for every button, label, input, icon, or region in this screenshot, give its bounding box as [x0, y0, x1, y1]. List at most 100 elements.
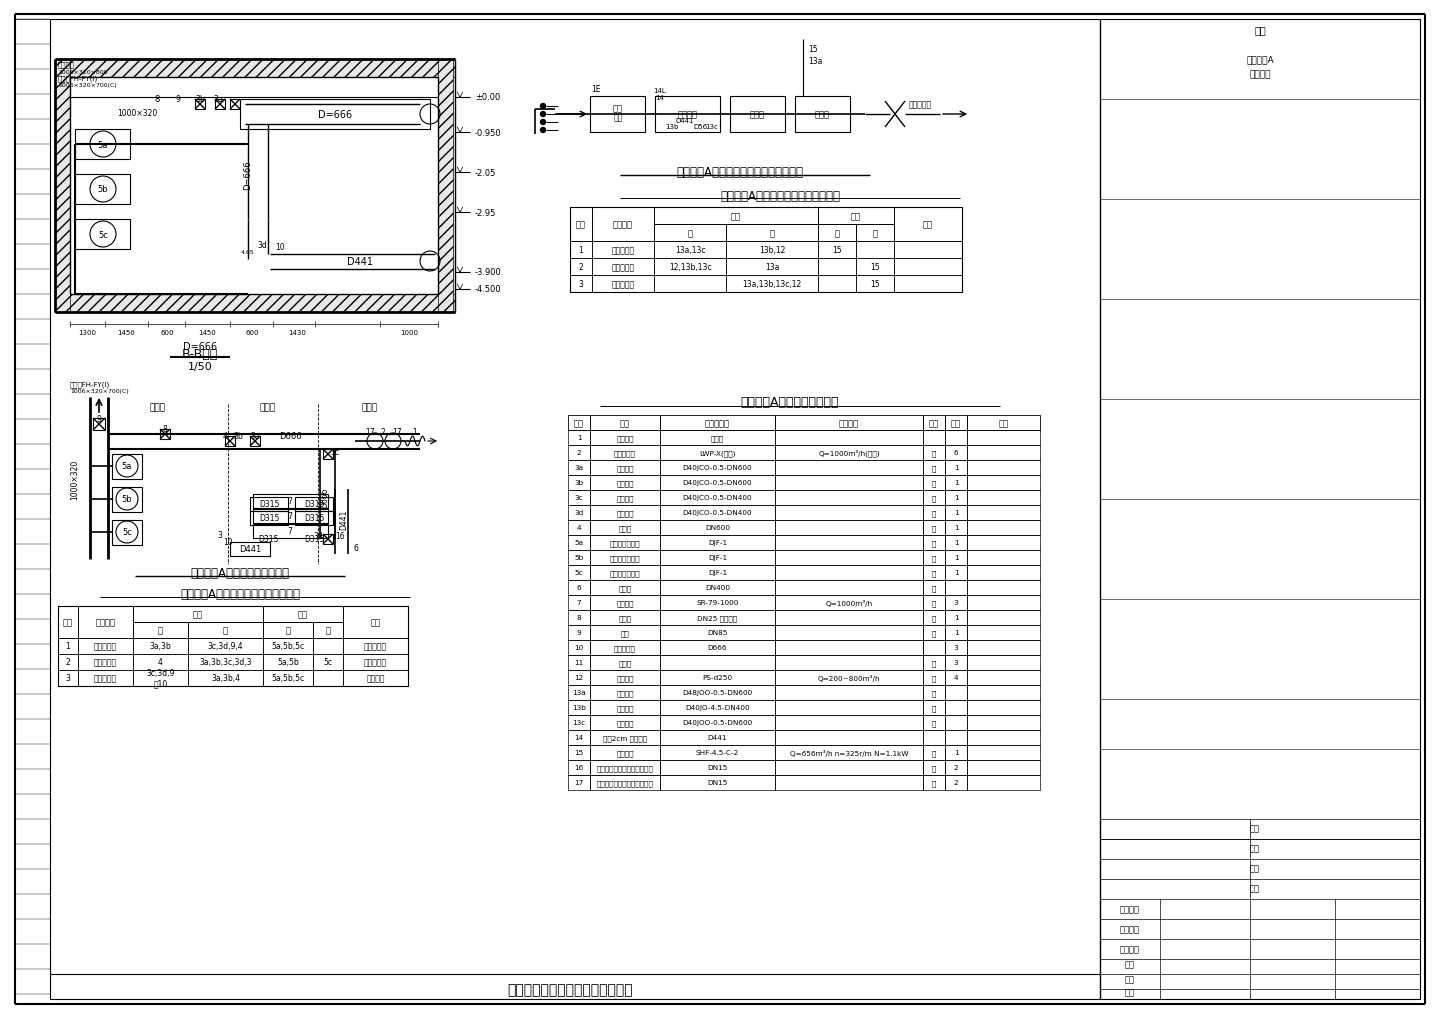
Text: 台: 台: [932, 570, 936, 576]
Bar: [660, 461, 775, 476]
Bar: [726, 242, 818, 259]
Text: 5a,5b,5c: 5a,5b,5c: [271, 674, 305, 683]
Text: 钢板一用滑轨及临时配套管道: 钢板一用滑轨及临时配套管道: [596, 764, 654, 771]
Bar: [570, 208, 592, 242]
Text: 14: 14: [575, 735, 583, 741]
Bar: [775, 581, 923, 595]
Text: 通风方式: 通风方式: [95, 618, 115, 627]
Text: 15: 15: [870, 263, 880, 272]
Text: 3: 3: [579, 280, 583, 288]
Text: 14L: 14L: [654, 88, 667, 94]
Text: B-B剖面: B-B剖面: [181, 348, 217, 361]
Text: 3d: 3d: [575, 510, 583, 516]
Text: 5b: 5b: [122, 495, 132, 504]
Bar: [968, 731, 1040, 745]
Bar: [923, 566, 945, 581]
Bar: [295, 512, 333, 526]
Text: 套: 套: [932, 614, 936, 622]
Bar: [660, 416, 775, 431]
Bar: [775, 626, 923, 640]
Bar: [818, 259, 855, 276]
Bar: [775, 461, 923, 476]
Bar: [775, 700, 923, 715]
Text: 9: 9: [176, 95, 180, 103]
Text: 1: 1: [953, 510, 958, 516]
Bar: [945, 445, 968, 461]
Bar: [654, 208, 818, 225]
Bar: [590, 97, 645, 132]
Text: 个: 个: [932, 659, 936, 666]
Bar: [567, 445, 590, 461]
Bar: [590, 731, 660, 745]
Text: -2.95: -2.95: [475, 208, 497, 217]
Text: 12,13b,13c: 12,13b,13c: [668, 263, 711, 272]
Bar: [253, 510, 328, 524]
Bar: [132, 671, 189, 687]
Bar: [775, 671, 923, 686]
Text: 5b: 5b: [575, 555, 583, 560]
Bar: [654, 225, 726, 242]
Bar: [855, 259, 894, 276]
Bar: [312, 638, 343, 654]
Bar: [775, 535, 923, 550]
Text: 10: 10: [275, 244, 285, 253]
Text: D40JCO-0.5-DN400: D40JCO-0.5-DN400: [683, 510, 752, 516]
Text: 滤毒室: 滤毒室: [261, 404, 276, 412]
Text: 13c: 13c: [572, 719, 586, 726]
Text: Q=1000m³/h(冬季): Q=1000m³/h(冬季): [818, 449, 880, 457]
Text: 9: 9: [576, 630, 582, 636]
Bar: [775, 760, 923, 775]
Bar: [945, 686, 968, 700]
Bar: [775, 550, 923, 566]
Text: 套: 套: [932, 449, 936, 457]
Text: 审定: 审定: [1250, 883, 1260, 893]
Bar: [230, 100, 240, 110]
Text: 单元组: 单元组: [711, 435, 724, 441]
Text: 600: 600: [245, 330, 259, 335]
Bar: [660, 431, 775, 445]
Bar: [590, 535, 660, 550]
Bar: [592, 208, 654, 242]
Bar: [923, 476, 945, 490]
Bar: [923, 686, 945, 700]
Text: 3: 3: [953, 600, 958, 606]
Text: DN25 粘贴密封: DN25 粘贴密封: [697, 614, 737, 622]
Text: 洗消区: 洗消区: [150, 404, 166, 412]
Text: 风机: 风机: [851, 212, 861, 221]
Bar: [945, 715, 968, 731]
Bar: [660, 505, 775, 521]
Bar: [968, 566, 1040, 581]
Text: 数量: 数量: [950, 419, 960, 428]
Bar: [312, 671, 343, 687]
Bar: [775, 686, 923, 700]
Text: 个: 个: [932, 780, 936, 786]
Text: 日期: 日期: [1125, 987, 1135, 997]
Bar: [343, 671, 408, 687]
Text: 个: 个: [932, 480, 936, 486]
Bar: [923, 715, 945, 731]
Text: 通风方式: 通风方式: [613, 220, 634, 229]
Bar: [590, 671, 660, 686]
Bar: [438, 60, 454, 313]
Bar: [923, 655, 945, 671]
Text: 5a: 5a: [98, 141, 108, 150]
Text: 某防空地下室暖通通风系统设计图: 某防空地下室暖通通风系统设计图: [507, 982, 632, 996]
Text: 套: 套: [932, 599, 936, 606]
Bar: [590, 431, 660, 445]
Bar: [968, 476, 1040, 490]
Bar: [660, 700, 775, 715]
Text: 16: 16: [336, 532, 344, 541]
Bar: [775, 431, 923, 445]
Text: 10: 10: [223, 538, 233, 547]
Bar: [78, 638, 132, 654]
Text: 3a,3b,3c,3d,3: 3a,3b,3c,3d,3: [199, 658, 252, 666]
Bar: [795, 97, 850, 132]
Text: 排气活门: 排气活门: [616, 675, 634, 681]
Bar: [567, 715, 590, 731]
Bar: [312, 654, 343, 671]
Bar: [58, 606, 78, 638]
Bar: [923, 581, 945, 595]
Bar: [945, 476, 968, 490]
Circle shape: [540, 120, 546, 125]
Bar: [730, 97, 785, 132]
